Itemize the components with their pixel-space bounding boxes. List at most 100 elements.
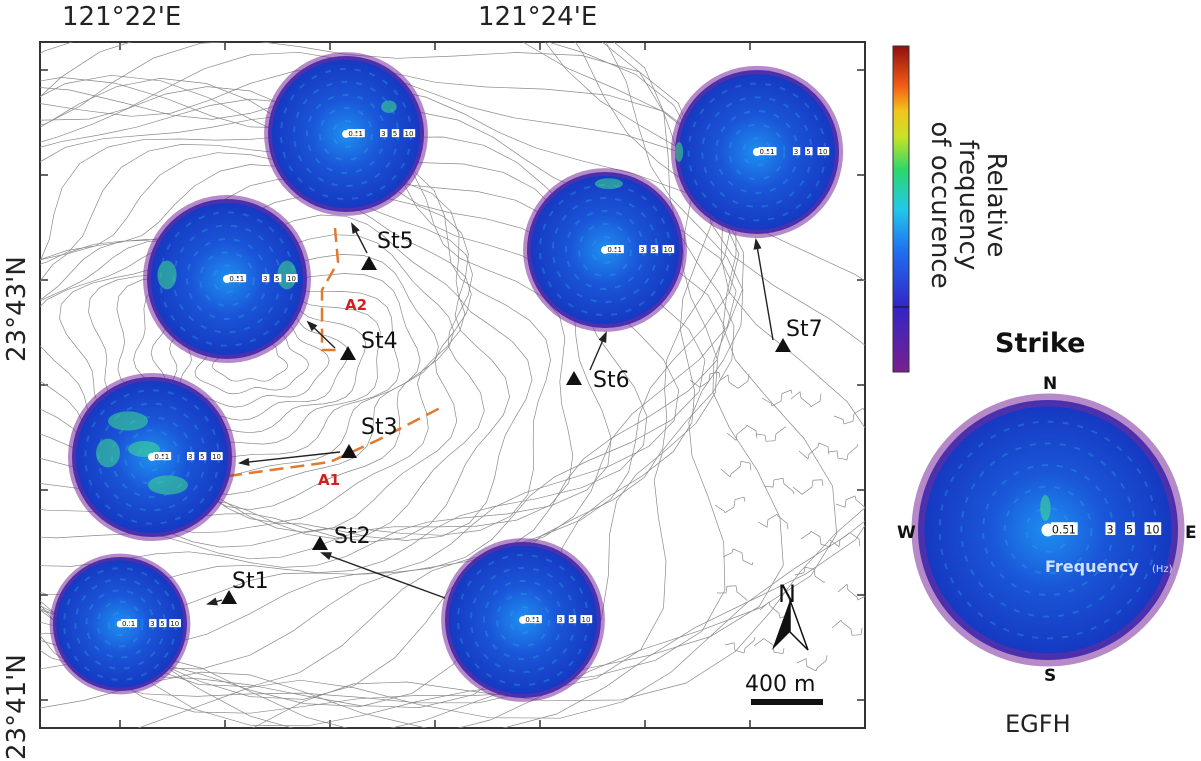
legend-dir-north: N xyxy=(1043,374,1058,394)
polar-tick-bg xyxy=(211,452,223,461)
polar-tick-label: 10 xyxy=(1146,523,1160,536)
arrow-st3-head xyxy=(237,457,250,467)
polar-tick-bg xyxy=(238,274,247,283)
legend-title: Strike xyxy=(995,328,1086,359)
stations: St1 St2 St3 St4 St5 St6 St7 xyxy=(221,229,823,604)
polar-tick-label: 10 xyxy=(170,620,179,628)
north-arrow: N xyxy=(772,580,809,651)
polar-tick-bg xyxy=(1144,522,1162,535)
polar-tick-bg xyxy=(817,147,830,156)
polar-tick-label: 5 xyxy=(200,453,204,461)
station-label-7: St7 xyxy=(786,317,823,342)
polar-tick-bg xyxy=(580,615,593,624)
lon-label-2: 121°24'E xyxy=(478,2,598,32)
polar-tick-label: 5 xyxy=(570,616,574,624)
polar-tick-bg xyxy=(199,452,207,461)
legend-dir-south: S xyxy=(1044,666,1057,686)
polar-tick-label: 3 xyxy=(558,616,562,624)
station-marker-3 xyxy=(341,444,357,458)
polar-tick-bg xyxy=(758,147,775,156)
arrow-st7 xyxy=(755,239,774,341)
polar-tick-label: 0.5 xyxy=(154,453,165,461)
polar-tick-bg xyxy=(169,619,181,628)
station-label-4: St4 xyxy=(361,329,398,354)
polar-tick-bg xyxy=(606,245,623,254)
polar-tick-label: 5 xyxy=(393,130,397,138)
legend-axis-label: Frequency xyxy=(1045,557,1139,576)
polar-tick-bg xyxy=(616,245,624,254)
polar-tick-bg xyxy=(391,129,400,138)
fault-traces xyxy=(227,227,441,478)
polar-tick-label: 1 xyxy=(165,453,169,461)
arrow-st7-head xyxy=(753,237,762,250)
polar-tick-label: 3 xyxy=(150,620,154,628)
polar-tick-label: 1 xyxy=(1069,523,1076,536)
polar-tick-bg xyxy=(650,245,659,254)
polar-tick-bg xyxy=(159,619,167,628)
polar-tick-bg xyxy=(639,245,647,254)
polar-tick-label: 10 xyxy=(212,453,221,461)
station-arrows xyxy=(206,222,774,606)
polar-tick-label: 5 xyxy=(652,246,656,254)
arrow-st2 xyxy=(321,552,446,599)
station-marker-1 xyxy=(221,590,237,604)
colorbar xyxy=(892,45,910,373)
polar-tick-bg xyxy=(568,615,577,624)
station-marker-2 xyxy=(312,536,328,550)
polar-tick-label: 3 xyxy=(188,453,192,461)
polar-tick-label: 1 xyxy=(617,246,621,254)
polar-tick-bg xyxy=(228,274,245,283)
polar-tick-label: 3 xyxy=(263,275,267,283)
polar-tick-bg xyxy=(769,147,777,156)
arrow-st4-head xyxy=(306,320,318,332)
station-label-6: St6 xyxy=(593,368,630,393)
polar-tick-label: 1 xyxy=(535,616,539,624)
polar-tick-label: 0.5 xyxy=(348,130,359,138)
arrow-st6-head xyxy=(598,331,607,344)
polar-tick-bg xyxy=(380,129,388,138)
polar-tick-label: 10 xyxy=(664,246,673,254)
polar-st5: 0.51 3 5 10 xyxy=(264,52,428,216)
polar-st3: 0.5 1 3 5 10 xyxy=(68,373,236,541)
polar-tick-label: 3 xyxy=(381,130,385,138)
polar-tick-bg xyxy=(805,147,813,156)
station-label-5: St5 xyxy=(377,229,414,254)
arrow-st1-head xyxy=(206,597,218,606)
polar-tick-label: 0.5 xyxy=(525,616,536,624)
polar-tick-label: 1 xyxy=(770,148,774,156)
polar-st2: 0.51 3 5 10 xyxy=(441,538,605,702)
polar-st7: 0.5 1 3 5 10 xyxy=(670,65,844,239)
polar-tick-bg xyxy=(121,619,138,628)
polar-tick-label: 0.5 xyxy=(607,246,618,254)
strike-legend-polar: 0.5 1 3 5 10 Frequency (Hz) xyxy=(911,393,1185,667)
polar-tick-label: 3 xyxy=(794,148,798,156)
station-label-2: St2 xyxy=(334,524,371,549)
polar-tick-label: 10 xyxy=(819,148,828,156)
polar-tick-label: 5 xyxy=(1126,523,1133,536)
polar-tick-label: 5 xyxy=(275,275,279,283)
area-label-a2: A2 xyxy=(345,296,367,314)
polar-tick-label: 5 xyxy=(160,620,164,628)
polar-tick-label: 3 xyxy=(640,246,644,254)
polar-tick-label: 0.5 xyxy=(229,275,240,283)
scale-bar: 400 m xyxy=(745,672,823,705)
arrow-st3 xyxy=(239,451,341,464)
polar-tick-label: 1 xyxy=(131,620,135,628)
polar-tick-label: 10 xyxy=(405,130,414,138)
map-ticks xyxy=(40,42,865,728)
polar-tick-label: 0.5 xyxy=(122,620,133,628)
polar-tick-bg xyxy=(163,452,172,461)
station-label-1: St1 xyxy=(232,569,269,594)
polar-tick-label: 3 xyxy=(1107,523,1114,536)
polar-tick-bg xyxy=(792,147,801,156)
polar-tick-bg xyxy=(524,615,541,624)
colorbar-title: Relative frequency of occurence xyxy=(925,115,1011,295)
colorbar-title-line1: Relative frequency xyxy=(953,139,1011,271)
polar-tick-label: 5 xyxy=(806,148,810,156)
lon-label-1: 121°22'E xyxy=(62,2,182,32)
north-arrow-label: N xyxy=(778,580,796,608)
polar-st4: 0.5 1 3 5 10 xyxy=(143,195,311,363)
polar-plots: 0.51 3 5 10 0.51 3 5 100.5 1 3 5 100.5 1 3 5 100.51 3 5 10… xyxy=(49,52,844,702)
station-label-3: St3 xyxy=(361,415,398,440)
station-marker-4 xyxy=(340,346,356,360)
